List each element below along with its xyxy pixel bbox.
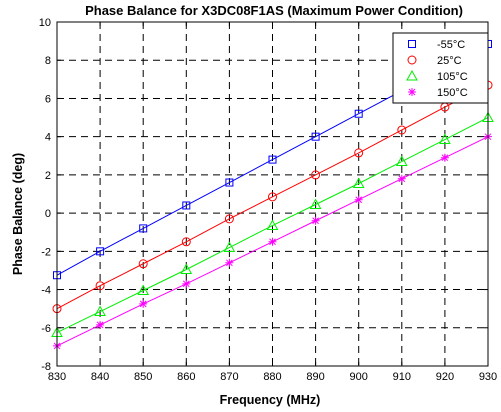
data-point <box>181 237 191 247</box>
chart-title: Phase Balance for X3DC08F1AS (Maximum Po… <box>85 3 463 18</box>
data-point <box>182 279 191 288</box>
y-tick-label: -2 <box>41 246 51 258</box>
legend-marker <box>406 69 418 81</box>
data-point <box>96 320 105 329</box>
legend-label: -55°C <box>437 39 465 51</box>
x-tick-label: 900 <box>350 371 368 383</box>
x-tick-label: 870 <box>220 371 238 383</box>
data-point <box>94 305 106 317</box>
y-tick-label: 10 <box>39 17 51 29</box>
x-tick-label: 910 <box>393 371 411 383</box>
x-tick-label: 830 <box>48 371 66 383</box>
data-point <box>180 263 193 274</box>
data-point <box>139 224 148 233</box>
series-2 <box>51 111 494 338</box>
y-tick-label: -8 <box>41 361 51 373</box>
y-tick-label: 2 <box>45 170 51 182</box>
x-tick-label: 880 <box>263 371 281 383</box>
legend: -55°C 25°C 105°C 150°C <box>392 32 489 104</box>
legend-label: 25°C <box>437 55 462 67</box>
data-point <box>268 237 277 246</box>
y-tick-label: 8 <box>45 55 51 67</box>
x-tick-label: 920 <box>436 371 454 383</box>
data-point <box>268 192 277 202</box>
data-point <box>182 201 191 210</box>
x-tick-label: 860 <box>177 371 195 383</box>
data-point <box>311 132 320 141</box>
y-axis-label: Phase Balance (deg) <box>11 153 25 275</box>
x-tick-label: 850 <box>134 371 152 383</box>
legend-label: 105°C <box>437 71 468 83</box>
data-point <box>354 148 364 158</box>
data-point <box>224 214 234 224</box>
data-point <box>223 241 236 253</box>
y-tick-label: -6 <box>41 323 51 335</box>
data-point <box>309 198 322 210</box>
data-point <box>137 284 150 296</box>
legend-label: 150°C <box>437 87 468 99</box>
data-point <box>354 109 363 118</box>
data-point <box>352 177 365 188</box>
y-tick-label: 0 <box>45 208 51 220</box>
series-line <box>56 117 489 334</box>
grid-layer <box>57 22 488 366</box>
data-point <box>96 247 105 256</box>
data-point <box>395 155 408 167</box>
data-point <box>311 216 320 225</box>
data-point <box>439 133 451 145</box>
x-tick-label: 840 <box>91 371 109 383</box>
data-point <box>139 299 148 308</box>
legend-marker <box>408 40 416 48</box>
y-tick-label: 4 <box>45 132 51 144</box>
series-layer <box>51 39 494 350</box>
data-point <box>311 170 321 180</box>
data-point <box>397 174 406 183</box>
data-point <box>354 195 363 204</box>
x-tick-label: 890 <box>306 371 324 383</box>
data-point <box>266 219 279 231</box>
data-point <box>138 259 148 269</box>
x-tick-label: 930 <box>479 371 497 383</box>
data-point <box>397 125 407 135</box>
x-axis-label: Frequency (MHz) <box>220 393 321 407</box>
series-line <box>56 84 489 310</box>
data-point <box>95 281 105 291</box>
data-point <box>268 155 277 164</box>
data-point <box>225 178 234 187</box>
plot-frame <box>56 21 489 367</box>
legend-marker <box>407 55 417 65</box>
data-point <box>225 258 234 267</box>
legend-marker <box>408 88 416 96</box>
tick-layer: 830 840 850 860 870 880 890 900 910 920 930-8-6-4-… <box>39 17 497 383</box>
y-tick-label: 6 <box>45 93 51 105</box>
data-point <box>440 153 449 162</box>
y-tick-label: -4 <box>41 285 51 297</box>
